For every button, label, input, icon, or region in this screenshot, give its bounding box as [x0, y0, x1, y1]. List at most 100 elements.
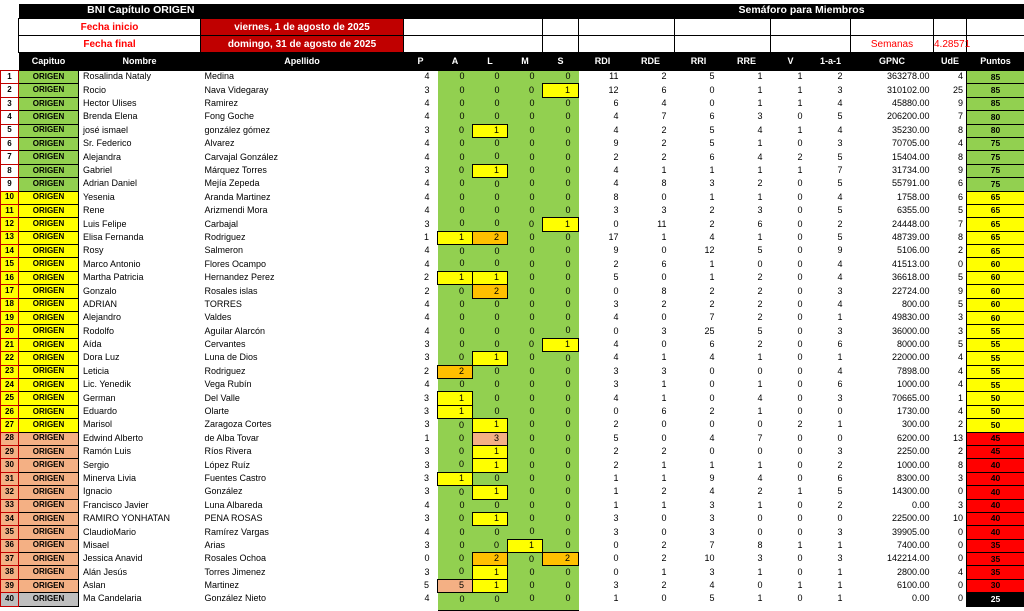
cell-v[interactable]: 0	[771, 111, 811, 124]
cell-gpnc[interactable]: 55791.00	[851, 178, 934, 191]
cell-m[interactable]: 0	[508, 191, 543, 204]
cell-puntos[interactable]: 55	[967, 378, 1024, 391]
cell-s[interactable]: 0	[543, 178, 579, 191]
cell-apellido[interactable]: Arizmendi Mora	[201, 204, 404, 217]
cell-capituo[interactable]: ORIGEN	[19, 71, 79, 84]
cell-capituo[interactable]: ORIGEN	[19, 405, 79, 418]
cell-rdi[interactable]: 0	[579, 285, 627, 298]
cell-v[interactable]: 2	[771, 151, 811, 164]
cell-rde[interactable]: 2	[627, 298, 675, 311]
cell-gpnc[interactable]: 49830.00	[851, 312, 934, 325]
cell-rri[interactable]: 1	[675, 271, 723, 284]
cell-s[interactable]: 2	[543, 553, 579, 566]
cell-capituo[interactable]: ORIGEN	[19, 178, 79, 191]
cell-p[interactable]: 4	[404, 191, 438, 204]
cell-ude[interactable]: 6	[934, 178, 967, 191]
cell-rre[interactable]: 2	[723, 178, 771, 191]
cell-p[interactable]: 3	[404, 392, 438, 405]
cell-capituo[interactable]: ORIGEN	[19, 472, 79, 485]
cell-gpnc[interactable]: 36618.00	[851, 271, 934, 284]
cell-rde[interactable]: 3	[627, 365, 675, 378]
cell-ude[interactable]: 4	[934, 405, 967, 418]
cell-one-a-one[interactable]: 4	[811, 271, 851, 284]
cell-gpnc[interactable]: 35230.00	[851, 124, 934, 137]
cell-rri[interactable]: 2	[675, 298, 723, 311]
cell-capituo[interactable]: ORIGEN	[19, 459, 79, 472]
cell-p[interactable]: 2	[404, 365, 438, 378]
cell-gpnc[interactable]: 70705.00	[851, 137, 934, 150]
cell-l[interactable]: 0	[473, 472, 508, 485]
cell-m[interactable]: 0	[508, 486, 543, 499]
cell-rri[interactable]: 6	[675, 111, 723, 124]
cell-nombre[interactable]: Minerva Livia	[79, 472, 201, 485]
cell-puntos[interactable]: 85	[967, 97, 1024, 110]
cell-rri[interactable]: 4	[675, 432, 723, 445]
cell-l[interactable]: 0	[473, 312, 508, 325]
cell-v[interactable]: 0	[771, 204, 811, 217]
cell-rdi[interactable]: 4	[579, 312, 627, 325]
cell-l[interactable]: 0	[473, 405, 508, 418]
cell-one-a-one[interactable]: 3	[811, 325, 851, 338]
cell-apellido[interactable]: Rosales islas	[201, 285, 404, 298]
cell-gpnc[interactable]: 70665.00	[851, 392, 934, 405]
cell-rdi[interactable]: 9	[579, 137, 627, 150]
cell-l[interactable]: 0	[473, 84, 508, 97]
cell-rre[interactable]: 5	[723, 245, 771, 258]
cell-ude[interactable]: 4	[934, 352, 967, 365]
cell-l[interactable]: 0	[473, 593, 508, 606]
cell-rdi[interactable]: 0	[579, 539, 627, 552]
cell-puntos[interactable]: 75	[967, 137, 1024, 150]
cell-ude[interactable]: 2	[934, 245, 967, 258]
cell-p[interactable]: 4	[404, 312, 438, 325]
cell-one-a-one[interactable]: 0	[811, 432, 851, 445]
cell-puntos[interactable]: 40	[967, 512, 1024, 525]
cell-a[interactable]: 0	[438, 258, 473, 271]
row-number-cell[interactable]: 35	[1, 526, 19, 539]
cell-rdi[interactable]: 0	[579, 566, 627, 579]
cell-ude[interactable]: 9	[934, 164, 967, 177]
row-number-cell[interactable]: 40	[1, 593, 19, 606]
cell-a[interactable]: 0	[438, 553, 473, 566]
cell-m[interactable]: 0	[508, 71, 543, 84]
cell-rre[interactable]: 1	[723, 459, 771, 472]
cell-m[interactable]: 0	[508, 137, 543, 150]
cell-rre[interactable]: 1	[723, 405, 771, 418]
cell-a[interactable]: 0	[438, 124, 473, 137]
row-number-cell[interactable]: 12	[1, 218, 19, 231]
row-number-cell[interactable]: 31	[1, 472, 19, 485]
cell-l[interactable]: 0	[473, 298, 508, 311]
cell-puntos[interactable]: 60	[967, 271, 1024, 284]
cell-rdi[interactable]: 6	[579, 97, 627, 110]
empty-cell[interactable]	[579, 36, 675, 53]
cell-gpnc[interactable]: 6100.00	[851, 579, 934, 592]
cell-apellido[interactable]: Ramírez Vargas	[201, 526, 404, 539]
cell-rri[interactable]: 5	[675, 124, 723, 137]
cell-apellido[interactable]: Valdes	[201, 312, 404, 325]
cell-ude[interactable]: 7	[934, 111, 967, 124]
cell-p[interactable]: 1	[404, 432, 438, 445]
cell-l[interactable]: 0	[473, 178, 508, 191]
cell-m[interactable]: 0	[508, 84, 543, 97]
cell-m[interactable]: 0	[508, 231, 543, 244]
cell-apellido[interactable]: Cervantes	[201, 338, 404, 351]
cell-v[interactable]: 1	[771, 71, 811, 84]
cell-rdi[interactable]: 0	[579, 218, 627, 231]
cell-rdi[interactable]: 2	[579, 419, 627, 432]
cell-p[interactable]: 5	[404, 579, 438, 592]
cell-v[interactable]: 0	[771, 432, 811, 445]
cell-s[interactable]: 0	[543, 526, 579, 539]
cell-puntos[interactable]: 45	[967, 445, 1024, 458]
cell-capituo[interactable]: ORIGEN	[19, 191, 79, 204]
cell-m[interactable]: 0	[508, 419, 543, 432]
empty-cell[interactable]	[543, 19, 579, 36]
cell-a[interactable]: 0	[438, 432, 473, 445]
cell-rri[interactable]: 7	[675, 312, 723, 325]
cell-l[interactable]: 0	[473, 137, 508, 150]
cell-rde[interactable]: 2	[627, 539, 675, 552]
cell-rde[interactable]: 1	[627, 499, 675, 512]
cell-l[interactable]: 1	[473, 271, 508, 284]
cell-l[interactable]: 0	[473, 392, 508, 405]
cell-rde[interactable]: 0	[627, 419, 675, 432]
cell-v[interactable]: 1	[771, 164, 811, 177]
cell-one-a-one[interactable]: 6	[811, 472, 851, 485]
